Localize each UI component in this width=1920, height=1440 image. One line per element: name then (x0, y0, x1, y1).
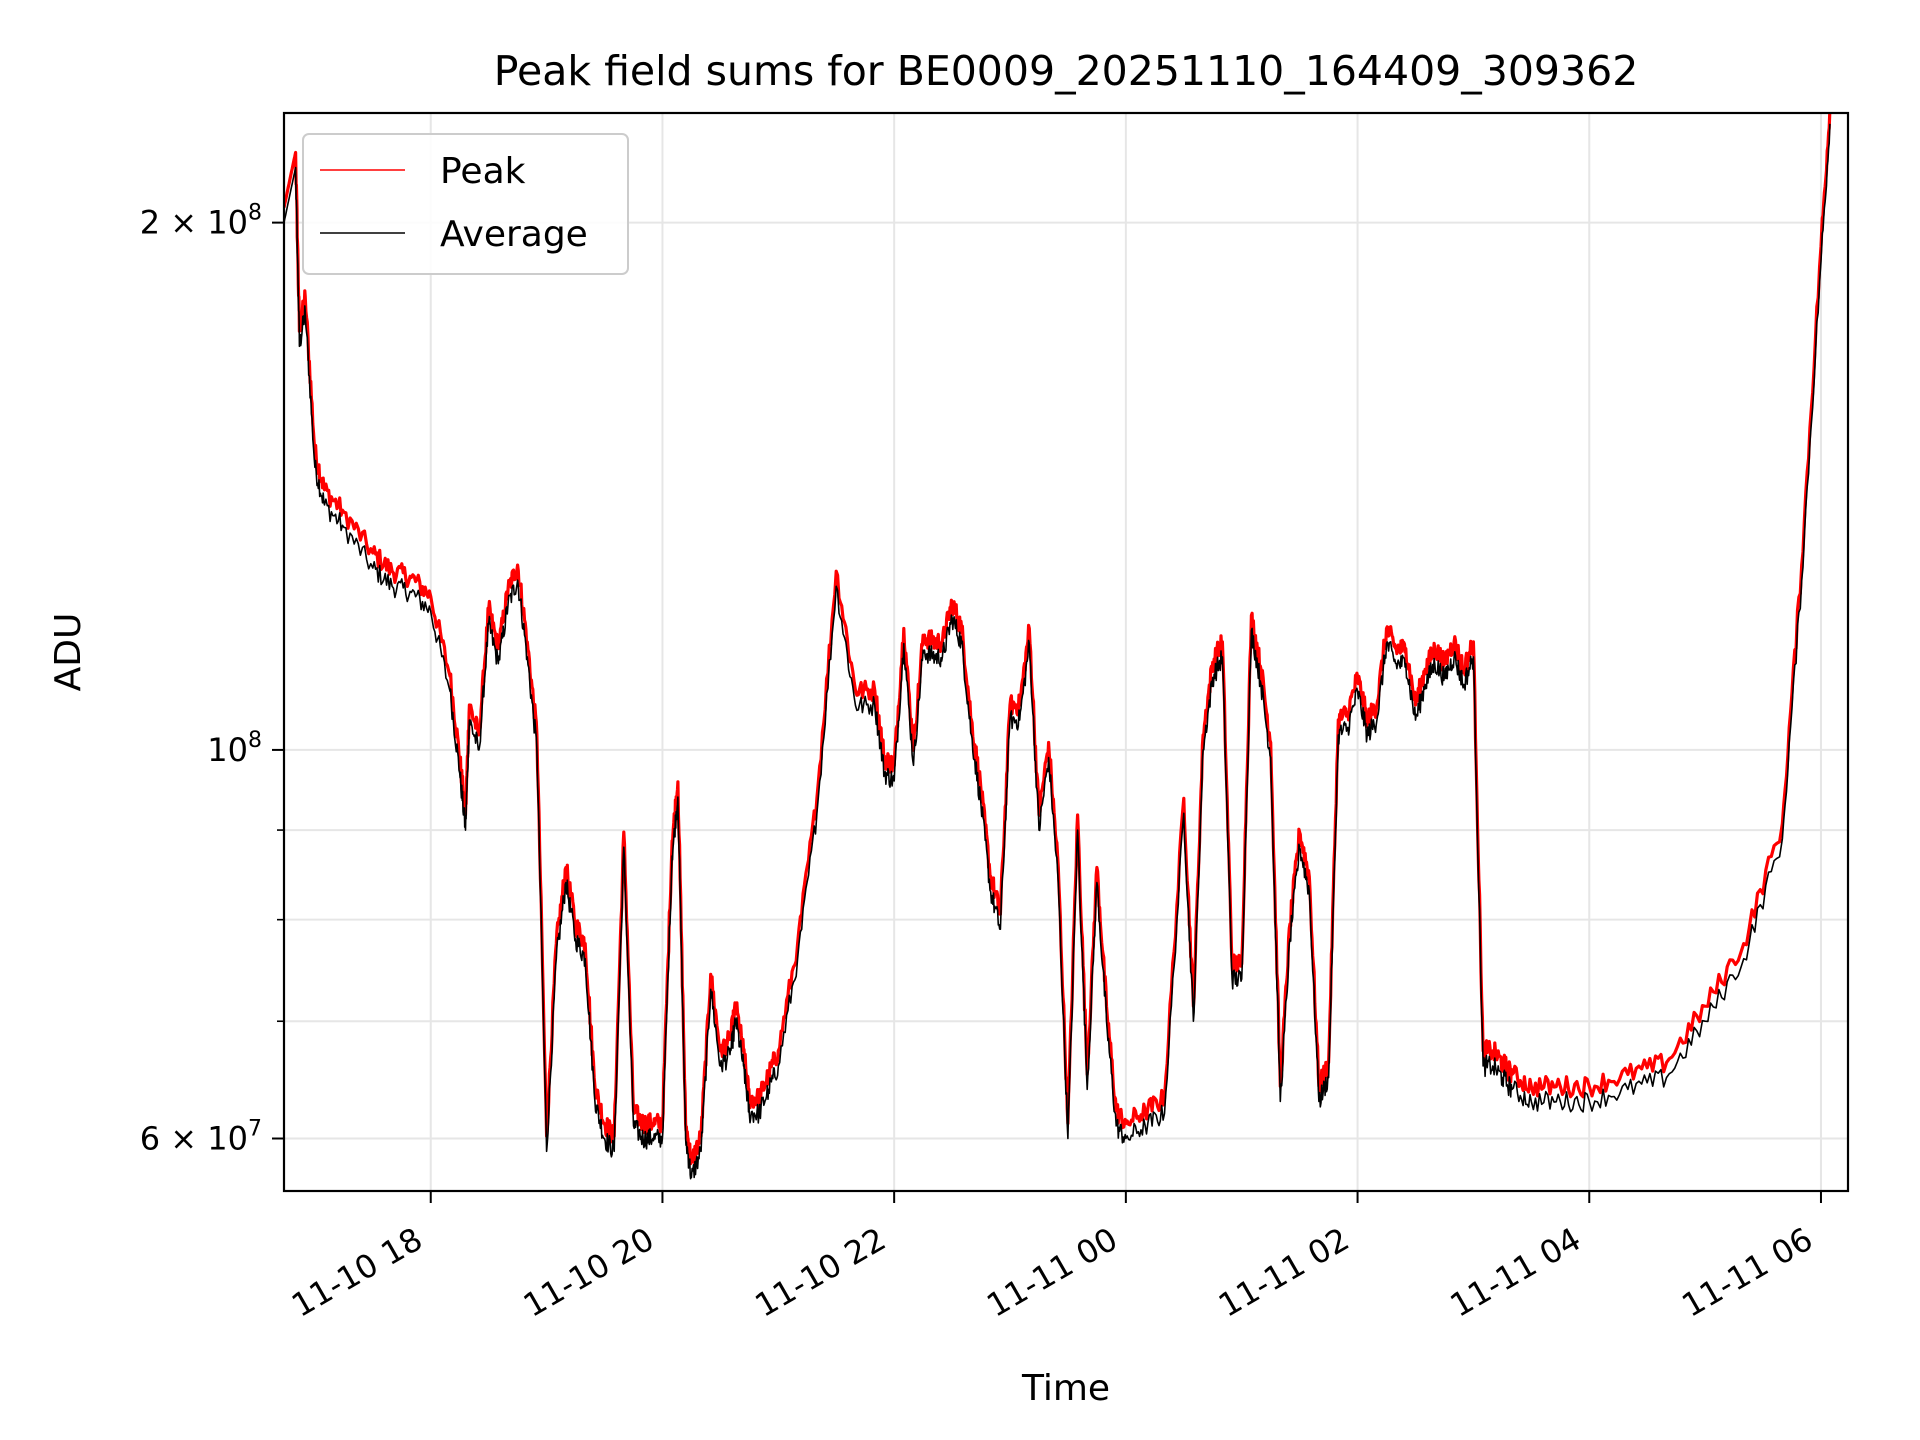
x-tick-label: 11-11 02 (1212, 1220, 1356, 1325)
x-axis: 11-10 18 11-10 20 11-10 22 11-11 00 11-11 02… (285, 1191, 1822, 1325)
y-axis: 6 × 107 108 2 × 108 (140, 201, 284, 1158)
legend-box (302, 133, 629, 275)
legend-label-peak: Peak (440, 151, 526, 192)
legend: Peak Average (302, 133, 629, 275)
legend-label-average: Average (440, 214, 588, 255)
y-tick-label: 2 × 108 (140, 201, 262, 242)
x-tick-label: 11-10 20 (517, 1220, 661, 1325)
x-tick-label: 11-11 06 (1675, 1220, 1819, 1325)
x-axis-label: Time (1021, 1368, 1110, 1409)
x-tick-label: 11-11 00 (980, 1220, 1124, 1325)
y-tick-label: 108 (207, 728, 262, 769)
series-line-average (284, 123, 1831, 1180)
x-tick-label: 11-10 22 (749, 1220, 893, 1325)
x-tick-label: 11-11 04 (1444, 1220, 1588, 1325)
x-tick-label: 11-10 18 (285, 1220, 429, 1325)
plot-frame (282, 111, 1850, 1193)
y-axis-label: ADU (48, 613, 89, 692)
grid (284, 113, 1848, 1191)
chart-title: Peak field sums for BE0009_20251110_1644… (494, 47, 1639, 95)
y-tick-label: 6 × 107 (140, 1117, 262, 1158)
series-layer (284, 113, 1832, 1180)
